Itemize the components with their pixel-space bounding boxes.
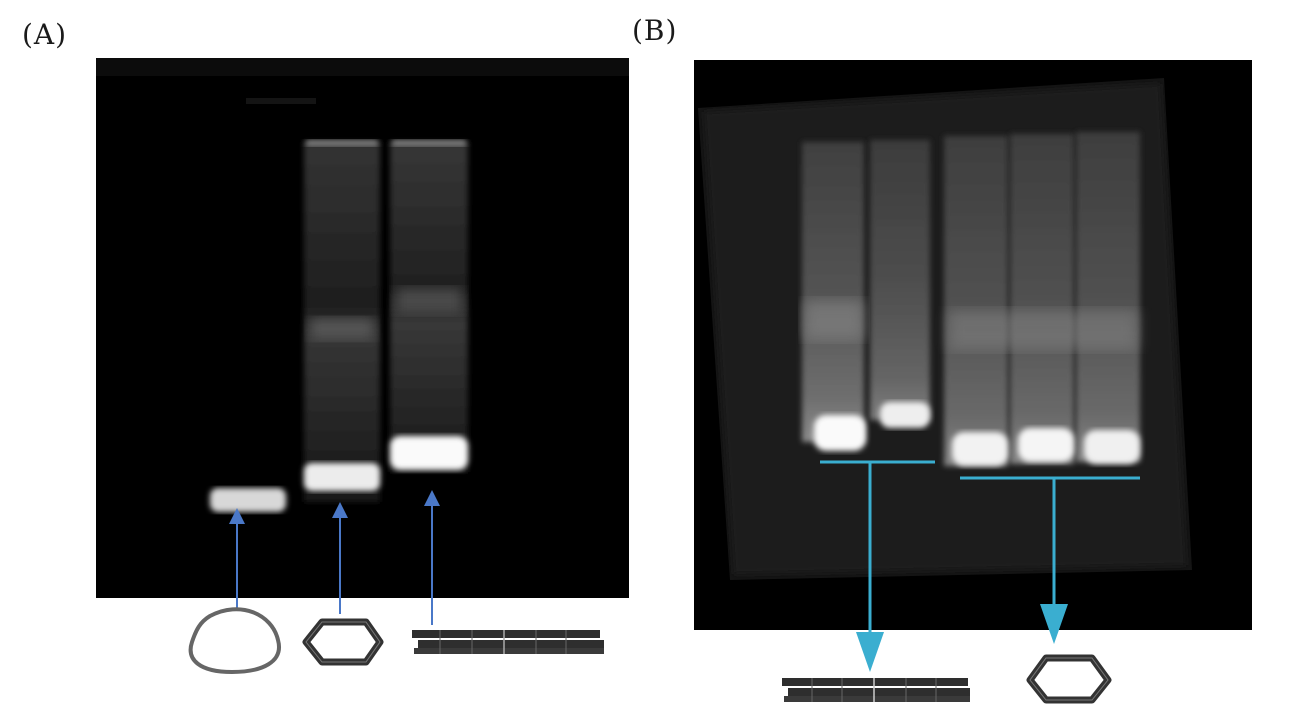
relaxed-circle-icon [188,607,281,675]
bracket-arrow-b-1 [820,460,935,672]
arrow-a-1 [229,508,245,608]
lane-b-4 [1010,134,1074,464]
band-b-4 [1018,428,1074,462]
band-lane-2 [304,463,380,491]
band-b-2 [880,402,930,428]
linear-stack-icon [782,678,970,702]
arrow-a-3 [424,490,440,625]
gel-image-b [694,60,1252,630]
band-b-5 [1084,430,1140,464]
lane-b-5 [1076,132,1140,462]
panel-label-b: (B) [632,14,678,47]
band-b-3 [952,432,1008,466]
lane-b-2 [870,140,930,420]
gel-image-a [96,58,629,598]
lane-b-1 [802,142,864,442]
linear-stack-icon [412,630,604,654]
band-lane-1 [210,488,286,512]
band-b-1 [814,415,866,451]
gel-b-bands [698,78,1192,580]
hexagon-ring-icon [302,618,384,666]
band-lane-3 [390,436,468,470]
arrow-a-2 [332,502,348,614]
bracket-arrow-b-2 [960,476,1140,644]
panel-label-a: (A) [22,18,68,51]
gel-a-bands [96,58,629,512]
lane-b-3 [944,136,1008,466]
hexagon-ring-icon [1026,654,1112,704]
